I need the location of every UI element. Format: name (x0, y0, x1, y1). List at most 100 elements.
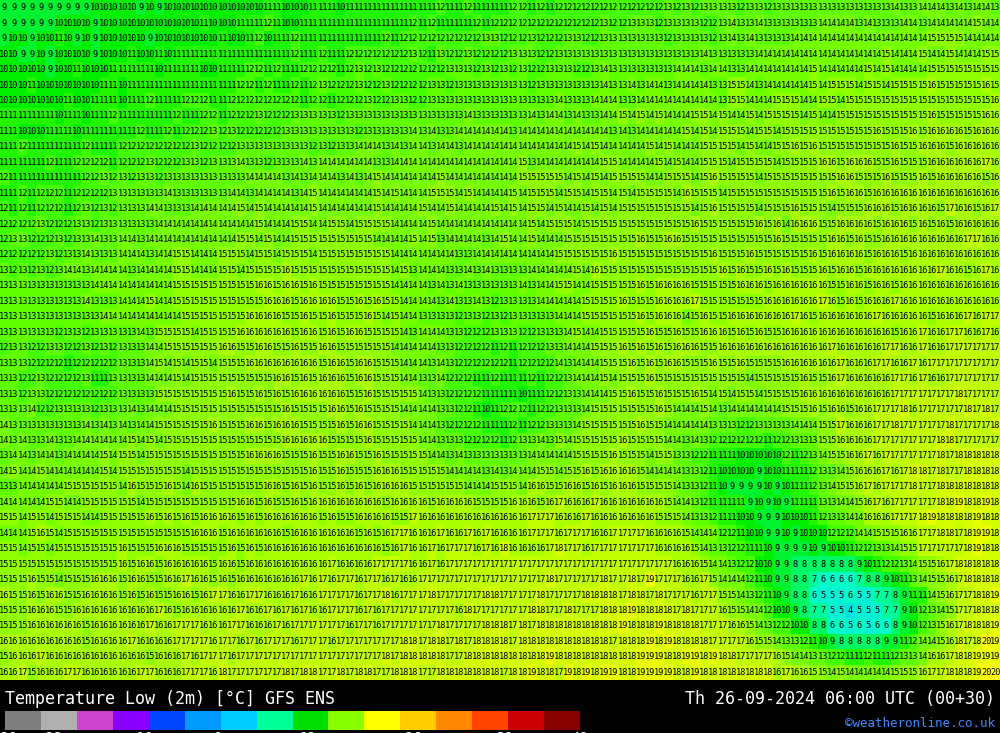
Text: 17: 17 (981, 358, 992, 368)
Text: 10: 10 (8, 81, 19, 89)
Text: 11: 11 (99, 111, 110, 120)
Bar (100, 108, 109, 124)
Bar (745, 633, 755, 649)
Bar (636, 371, 645, 386)
Bar (436, 216, 445, 232)
Text: 15: 15 (90, 498, 101, 507)
Bar (918, 247, 927, 262)
Bar (418, 31, 427, 46)
Bar (700, 309, 709, 325)
Bar (264, 618, 273, 633)
Text: 11: 11 (390, 3, 401, 12)
Bar (536, 155, 545, 170)
Text: 16: 16 (372, 606, 383, 615)
Bar (255, 603, 264, 618)
Text: 17: 17 (499, 668, 510, 677)
Bar (891, 649, 900, 665)
Text: 12: 12 (472, 50, 483, 59)
Text: 18: 18 (554, 637, 564, 646)
Text: 14: 14 (390, 220, 401, 229)
Text: 16: 16 (227, 513, 237, 522)
Bar (964, 665, 973, 680)
Bar (182, 108, 191, 124)
Text: 13: 13 (463, 251, 473, 259)
Bar (809, 371, 818, 386)
Text: 15: 15 (872, 235, 883, 244)
Bar (127, 526, 136, 541)
Text: 13: 13 (445, 436, 455, 445)
Bar (373, 665, 382, 680)
Text: 8: 8 (856, 637, 862, 646)
Text: 14: 14 (917, 3, 928, 12)
Bar (218, 448, 227, 464)
Bar (482, 603, 491, 618)
Bar (591, 556, 600, 572)
Text: 14: 14 (554, 312, 564, 321)
Text: 13: 13 (172, 204, 183, 213)
Text: 14: 14 (427, 328, 437, 336)
Bar (764, 124, 773, 139)
Text: 18: 18 (908, 482, 919, 491)
Text: 16: 16 (72, 652, 83, 661)
Text: 16: 16 (981, 81, 992, 89)
Text: 14: 14 (690, 173, 701, 183)
Text: 16: 16 (317, 559, 328, 569)
Text: 15: 15 (227, 482, 237, 491)
Bar (600, 108, 609, 124)
Bar (464, 46, 473, 62)
Text: 15: 15 (654, 482, 664, 491)
Bar (27, 15, 36, 31)
Text: 16: 16 (354, 498, 364, 507)
Text: 15: 15 (863, 65, 873, 74)
Text: 11: 11 (399, 18, 410, 28)
Text: 16: 16 (863, 405, 873, 414)
Text: 14: 14 (745, 65, 755, 74)
Bar (73, 417, 82, 432)
Bar (173, 479, 182, 495)
Text: 15: 15 (636, 266, 646, 275)
Text: 10: 10 (754, 528, 764, 538)
Bar (291, 201, 300, 216)
Text: 10: 10 (81, 18, 92, 28)
Text: 17: 17 (954, 374, 964, 383)
Text: 15: 15 (936, 204, 946, 213)
Bar (336, 309, 345, 325)
Bar (709, 340, 718, 356)
Bar (791, 46, 800, 62)
Text: 13: 13 (454, 297, 464, 306)
Text: 13: 13 (290, 158, 301, 167)
Text: 14: 14 (527, 127, 537, 136)
Bar (236, 279, 245, 294)
Text: 11: 11 (27, 158, 37, 167)
Text: 15: 15 (390, 390, 401, 399)
Bar (436, 603, 445, 618)
Bar (573, 108, 582, 124)
Text: 16: 16 (90, 652, 101, 661)
Text: 14: 14 (27, 498, 37, 507)
Text: 15: 15 (599, 297, 610, 306)
Bar (827, 279, 836, 294)
Bar (973, 279, 982, 294)
Bar (836, 325, 845, 340)
Text: 18: 18 (972, 482, 983, 491)
Text: 15: 15 (417, 452, 428, 460)
Bar (464, 340, 473, 356)
Bar (764, 479, 773, 495)
Bar (155, 618, 164, 633)
Text: 14: 14 (436, 281, 446, 290)
Text: 8: 8 (838, 637, 844, 646)
Text: 17: 17 (472, 575, 483, 584)
Text: 14: 14 (681, 111, 692, 120)
Text: 15: 15 (381, 374, 392, 383)
Text: 16: 16 (390, 544, 401, 553)
Text: 15: 15 (345, 343, 355, 353)
Bar (509, 216, 518, 232)
Bar (27, 77, 36, 93)
Text: 16: 16 (617, 436, 628, 445)
Text: 11: 11 (254, 50, 264, 59)
Text: 15: 15 (717, 220, 728, 229)
Text: 13: 13 (45, 328, 55, 336)
Text: 18: 18 (508, 668, 519, 677)
Text: 12: 12 (436, 65, 446, 74)
Text: 13: 13 (627, 96, 637, 105)
